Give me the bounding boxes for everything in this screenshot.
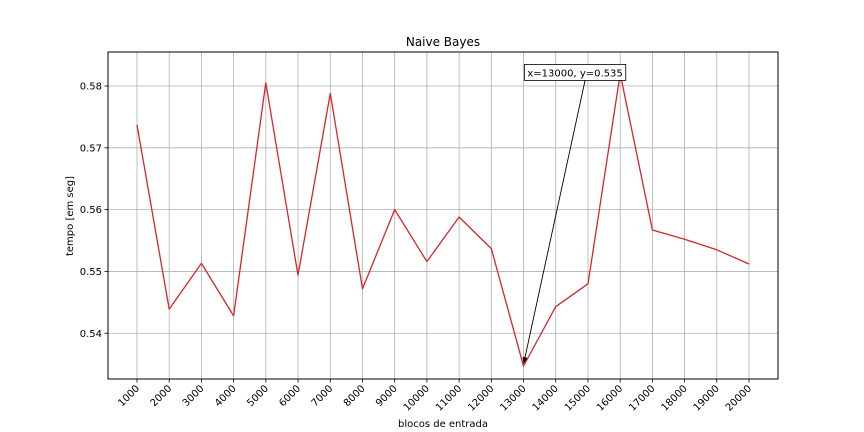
x-tick-label: 12000: [466, 383, 496, 413]
x-tick-label: 10000: [402, 383, 432, 413]
x-tick-label: 20000: [724, 383, 754, 413]
x-tick-label: 6000: [277, 383, 303, 409]
y-axis-title: tempo [em seg]: [65, 176, 76, 256]
chart-title: Naive Bayes: [406, 35, 480, 49]
x-tick-label: 19000: [692, 383, 722, 413]
x-axis-title: blocos de entrada: [398, 419, 488, 430]
x-tick-label: 13000: [498, 383, 528, 413]
grid-lines: [108, 52, 778, 379]
y-tick-label: 0.56: [80, 205, 102, 216]
x-tick-label: 18000: [659, 383, 689, 413]
x-tick-label: 2000: [149, 383, 175, 409]
x-tick-label: 16000: [595, 383, 625, 413]
x-tick-label: 17000: [627, 383, 657, 413]
annotation-arrow-head: [522, 356, 528, 365]
x-tick-label: 5000: [245, 383, 271, 409]
series-layer: [136, 72, 750, 367]
x-tick-label: 1000: [116, 383, 142, 409]
series-line: [136, 72, 750, 367]
annotation-box: [523, 63, 627, 81]
x-tick-label: 14000: [531, 383, 561, 413]
x-tick-label: 8000: [342, 383, 368, 409]
y-tick-label: 0.58: [80, 81, 102, 92]
y-tick-label: 0.57: [80, 143, 102, 154]
x-tick-label: 15000: [563, 383, 593, 413]
x-tick-label: 7000: [310, 383, 336, 409]
axis-ticks: 1000 2000 3000 4000 5000 6000 7000 8000 9000 1000…: [80, 81, 754, 413]
annotation-arrow: [524, 80, 586, 358]
annotation: x=13000, y=0.535: [522, 63, 627, 365]
x-tick-label: 3000: [181, 383, 207, 409]
y-tick-label: 0.55: [80, 267, 102, 278]
x-tick-label: 4000: [213, 383, 239, 409]
plot-frame: [107, 51, 779, 380]
y-tick-label: 0.54: [80, 329, 102, 340]
annotation-label: x=13000, y=0.535: [527, 68, 622, 79]
x-tick-label: 9000: [374, 383, 400, 409]
x-tick-label: 11000: [434, 383, 464, 413]
